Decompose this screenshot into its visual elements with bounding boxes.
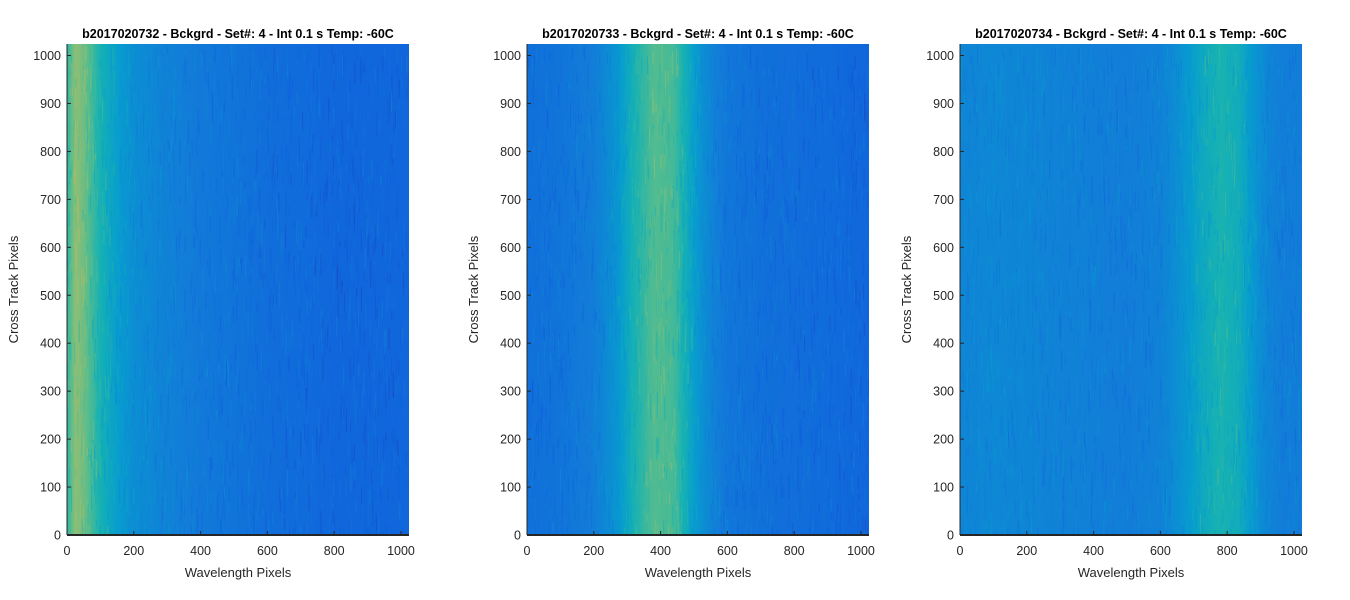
y-tick-label: 500 [933, 289, 954, 303]
chart-panel-3: 0 200 400 600 800 1000 0 100 200 300 400 500 600 700 8… [899, 27, 1308, 580]
x-tick-label: 600 [257, 544, 278, 558]
chart-panel-1: 0 200 400 600 800 1000 0 100 200 300 400 500 600 700 8… [6, 27, 415, 580]
x-axis-label: Wavelength Pixels [185, 565, 292, 580]
x-tick-label: 1000 [387, 544, 415, 558]
x-tick-label: 400 [190, 544, 211, 558]
y-tick-label: 400 [40, 337, 61, 351]
y-tick-label: 1000 [926, 49, 954, 63]
x-tick-label: 400 [1083, 544, 1104, 558]
y-tick-label: 700 [500, 193, 521, 207]
y-tick-label: 900 [500, 97, 521, 111]
y-tick-label: 1000 [33, 49, 61, 63]
x-tick-label: 400 [650, 544, 671, 558]
y-tick-label: 400 [500, 337, 521, 351]
y-tick-label: 300 [500, 385, 521, 399]
y-tick-label: 300 [933, 385, 954, 399]
y-tick-label: 600 [933, 241, 954, 255]
y-tick-label: 600 [500, 241, 521, 255]
heatmap-texture [960, 44, 1302, 535]
y-axis-label: Cross Track Pixels [6, 235, 21, 343]
chart-title: b2017020732 - Bckgrd - Set#: 4 - Int 0.1… [82, 27, 394, 41]
y-axis-label: Cross Track Pixels [899, 235, 914, 343]
y-tick-label: 800 [500, 145, 521, 159]
x-axis-label: Wavelength Pixels [645, 565, 752, 580]
y-tick-label: 200 [500, 433, 521, 447]
x-tick-label: 800 [784, 544, 805, 558]
y-tick-label: 300 [40, 385, 61, 399]
heatmap-texture [527, 44, 869, 535]
x-tick-label: 0 [957, 544, 964, 558]
y-tick-label: 800 [40, 145, 61, 159]
x-tick-label: 0 [64, 544, 71, 558]
x-tick-label: 200 [1016, 544, 1037, 558]
y-tick-label: 900 [40, 97, 61, 111]
y-tick-label: 800 [933, 145, 954, 159]
chart-title: b2017020733 - Bckgrd - Set#: 4 - Int 0.1… [542, 27, 854, 41]
y-tick-label: 100 [40, 481, 61, 495]
x-tick-label: 0 [524, 544, 531, 558]
x-tick-label: 800 [1217, 544, 1238, 558]
x-tick-label: 800 [324, 544, 345, 558]
chart-panel-2: 0 200 400 600 800 1000 0 100 200 300 400 500 600 700 8… [466, 27, 875, 580]
y-tick-label: 700 [40, 193, 61, 207]
y-tick-label: 200 [933, 433, 954, 447]
y-tick-label: 0 [514, 529, 521, 543]
chart-title: b2017020734 - Bckgrd - Set#: 4 - Int 0.1… [975, 27, 1287, 41]
x-tick-label: 200 [123, 544, 144, 558]
y-tick-label: 400 [933, 337, 954, 351]
x-tick-label: 1000 [1280, 544, 1308, 558]
x-axis-label: Wavelength Pixels [1078, 565, 1185, 580]
x-tick-label: 200 [583, 544, 604, 558]
y-tick-label: 0 [947, 529, 954, 543]
x-tick-label: 600 [1150, 544, 1171, 558]
y-tick-label: 500 [500, 289, 521, 303]
y-tick-label: 200 [40, 433, 61, 447]
y-tick-label: 700 [933, 193, 954, 207]
y-tick-label: 0 [54, 529, 61, 543]
heatmap-texture [67, 44, 409, 535]
y-tick-label: 500 [40, 289, 61, 303]
y-tick-label: 900 [933, 97, 954, 111]
y-tick-label: 100 [500, 481, 521, 495]
x-tick-label: 600 [717, 544, 738, 558]
y-axis-label: Cross Track Pixels [466, 235, 481, 343]
y-tick-label: 600 [40, 241, 61, 255]
y-tick-label: 100 [933, 481, 954, 495]
x-tick-label: 1000 [847, 544, 875, 558]
y-tick-label: 1000 [493, 49, 521, 63]
